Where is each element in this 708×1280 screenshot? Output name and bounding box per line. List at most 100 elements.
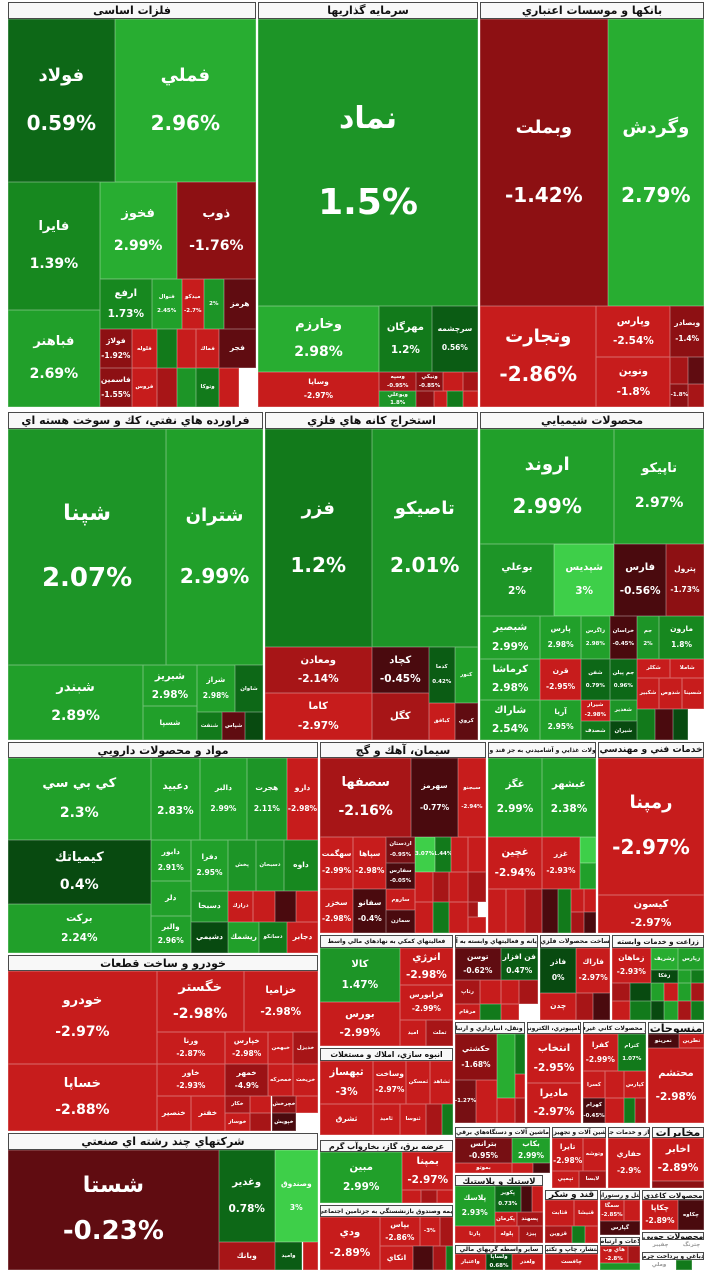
tile-اروند[interactable]: اروند 2.99% <box>480 429 615 545</box>
tile-تپمپي[interactable]: تپمپي <box>552 1170 579 1188</box>
tile-شاملا[interactable]: شاملا <box>670 659 704 678</box>
tile-ولغدر[interactable]: ولغدر <box>512 1254 543 1270</box>
tile-فاذر[interactable]: فاذر 0% <box>540 948 577 993</box>
tile-كهرام[interactable]: كهرام -0.45% <box>583 1098 606 1123</box>
tile-همراه[interactable] <box>652 1180 704 1188</box>
tile-وتجارت[interactable]: وتجارت -2.86% <box>480 306 597 407</box>
tile-فلوله[interactable]: فلوله <box>132 329 157 369</box>
tile-شبصير[interactable]: شبصير 2.99% <box>480 615 541 660</box>
tile-درازك[interactable]: درازك <box>228 890 253 922</box>
tile-فسوژ[interactable] <box>218 368 239 407</box>
tile-قزوين[interactable]: قزوين <box>545 1225 572 1243</box>
tile-غمينو[interactable] <box>558 889 572 933</box>
tile-فايرا[interactable]: فايرا 1.39% <box>8 181 100 310</box>
tile-پتاير[interactable] <box>521 1186 532 1212</box>
tile-خراسان[interactable]: خراسان -0.45% <box>609 615 637 660</box>
tile-قهكمت[interactable] <box>571 1225 585 1243</box>
tile-مرقام[interactable]: مرقام <box>455 1004 480 1020</box>
tile-گپارس[interactable]: گپارس <box>600 1221 640 1235</box>
tile-شراز[interactable]: شراز 2.98% <box>196 665 235 712</box>
tile-تملت[interactable]: تملت <box>426 1019 453 1046</box>
tile-ميدكو[interactable]: ميدكو -2.7% <box>181 278 204 330</box>
tile-ونوين[interactable]: ونوين -1.8% <box>596 356 671 407</box>
tile-واعتبار[interactable]: واعتبار <box>455 1254 486 1270</box>
tile-شفن[interactable]: شفن 0.79% <box>580 659 610 700</box>
tile-خريخت[interactable]: خريخت <box>293 1063 318 1096</box>
tile-پكوير[interactable]: پكوير 0.73% <box>494 1186 521 1212</box>
tile-ساربيل[interactable] <box>467 871 486 902</box>
tile-وآذر[interactable] <box>434 391 448 407</box>
tile-كفرا[interactable]: كفرا -2.99% <box>583 1034 618 1072</box>
tile-فجوش[interactable] <box>576 992 594 1020</box>
tile-فنوال[interactable]: فنوال 2.45% <box>151 278 182 330</box>
tile-دسبحا[interactable]: دسبحا <box>190 890 229 922</box>
tile-شسپا[interactable]: شسپا <box>143 705 197 740</box>
tile-كي بي سي[interactable]: كي بي سي 2.3% <box>8 758 151 840</box>
tile-empty[interactable] <box>296 1113 318 1131</box>
tile-سامان[interactable] <box>688 383 704 407</box>
tile-فاسمين[interactable]: فاسمين -1.55% <box>99 368 132 407</box>
tile-سفانو[interactable]: سفانو -0.4% <box>353 889 387 933</box>
tile-سخزر[interactable]: سخزر -2.98% <box>320 889 354 933</box>
tile-خودرو[interactable]: خودرو -2.97% <box>8 971 157 1064</box>
tile-زمگسا[interactable] <box>630 1001 651 1020</box>
tile-سهند[interactable] <box>467 917 486 933</box>
tile-بنو[interactable] <box>439 1217 453 1247</box>
tile-وخارزم[interactable]: وخارزم 2.98% <box>258 306 379 373</box>
tile-غگرجي[interactable] <box>571 889 585 912</box>
tile-وصندوق[interactable]: وصندوق 3% <box>274 1150 318 1243</box>
tile-شنفت[interactable]: شنفت <box>196 712 223 740</box>
tile-دزهراوي[interactable] <box>296 890 318 922</box>
tile-مداران[interactable] <box>500 1004 519 1020</box>
tile-پارس[interactable]: پارس 2.98% <box>540 615 581 660</box>
tile-زفجر[interactable] <box>664 1001 679 1020</box>
tile-خمهر[interactable]: خمهر -4.9% <box>225 1063 269 1096</box>
tile-غديس[interactable] <box>524 889 542 933</box>
tile-كاوه[interactable]: 2% <box>203 278 224 330</box>
tile-مبين[interactable]: مبين 2.99% <box>320 1152 403 1203</box>
tile-قرن[interactable]: قرن -2.95% <box>540 659 581 700</box>
tile-فولاد[interactable]: فولاد 0.59% <box>8 19 115 182</box>
tile-نماد[interactable]: نماد 1.5% <box>258 19 478 307</box>
tile-ريشمك[interactable]: ريشمك <box>228 921 260 953</box>
tile-رمپنا[interactable]: رمپنا -2.97% <box>598 758 704 895</box>
tile-كترام[interactable]: كترام 1.07% <box>617 1034 646 1072</box>
tile-زبينا[interactable] <box>678 969 692 983</box>
tile-خزر[interactable] <box>296 1095 318 1114</box>
tile-غبشهر[interactable]: غبشهر 2.38% <box>542 758 596 837</box>
tile-ثغرب[interactable] <box>442 1103 453 1135</box>
tile-غشان[interactable] <box>571 912 585 933</box>
tile-زفكا[interactable]: زفكا <box>650 969 679 983</box>
tile-سدور[interactable] <box>467 901 478 918</box>
tile-وغدير[interactable]: وغدير 0.78% <box>218 1150 275 1243</box>
tile-سصفها[interactable]: سصفها -2.16% <box>320 758 412 837</box>
tile-كيمياتك[interactable]: كيمياتك 0.4% <box>8 839 151 905</box>
tile-خاور[interactable]: خاور -2.93% <box>156 1063 225 1096</box>
tile-شيران[interactable]: شيران <box>609 721 637 740</box>
tile-شغدير[interactable]: شغدير <box>609 699 637 722</box>
tile-چترنگ[interactable]: چترنگ <box>679 1240 704 1250</box>
tile-پسهند[interactable]: پسهند <box>516 1211 543 1226</box>
tile-زملارد[interactable] <box>664 982 679 1002</box>
tile-جم[interactable]: جم 2% <box>636 615 660 660</box>
tile-فباهنر[interactable]: فباهنر 2.69% <box>8 310 100 407</box>
tile-لابسا[interactable]: لابسا <box>579 1170 606 1188</box>
tile-ثبهساز[interactable]: ثبهساز -3% <box>320 1061 374 1104</box>
tile-وپارس[interactable]: وپارس -2.54% <box>596 306 671 357</box>
tile-دي[interactable] <box>670 356 689 384</box>
tile-وسايا[interactable]: وسايا -2.97% <box>258 372 379 407</box>
tile-بركت[interactable]: بركت 2.24% <box>8 904 151 953</box>
tile-ولساپا[interactable]: ولساپا 0.68% <box>485 1254 513 1270</box>
tile-سرچشمه[interactable]: سرچشمه 0.56% <box>431 306 478 373</box>
tile-هاي وب[interactable]: هاي وب -2.8% <box>600 1246 628 1263</box>
tile-چافست[interactable]: چافست <box>545 1254 598 1270</box>
tile-فماك[interactable]: فماك <box>196 329 219 369</box>
tile-وتوسم[interactable] <box>416 391 434 407</box>
tile-خگستر[interactable]: خگستر -2.98% <box>156 971 244 1032</box>
tile-بمپنا[interactable]: بمپنا -2.97% <box>402 1152 453 1191</box>
tile-شپاكسا[interactable] <box>654 708 673 740</box>
tile-كبافق[interactable]: كبافق <box>429 702 455 740</box>
tile-ذوب[interactable]: ذوب -1.76% <box>176 181 256 279</box>
tile-دامين[interactable] <box>274 890 297 922</box>
tile-بهپاك[interactable] <box>579 863 596 890</box>
